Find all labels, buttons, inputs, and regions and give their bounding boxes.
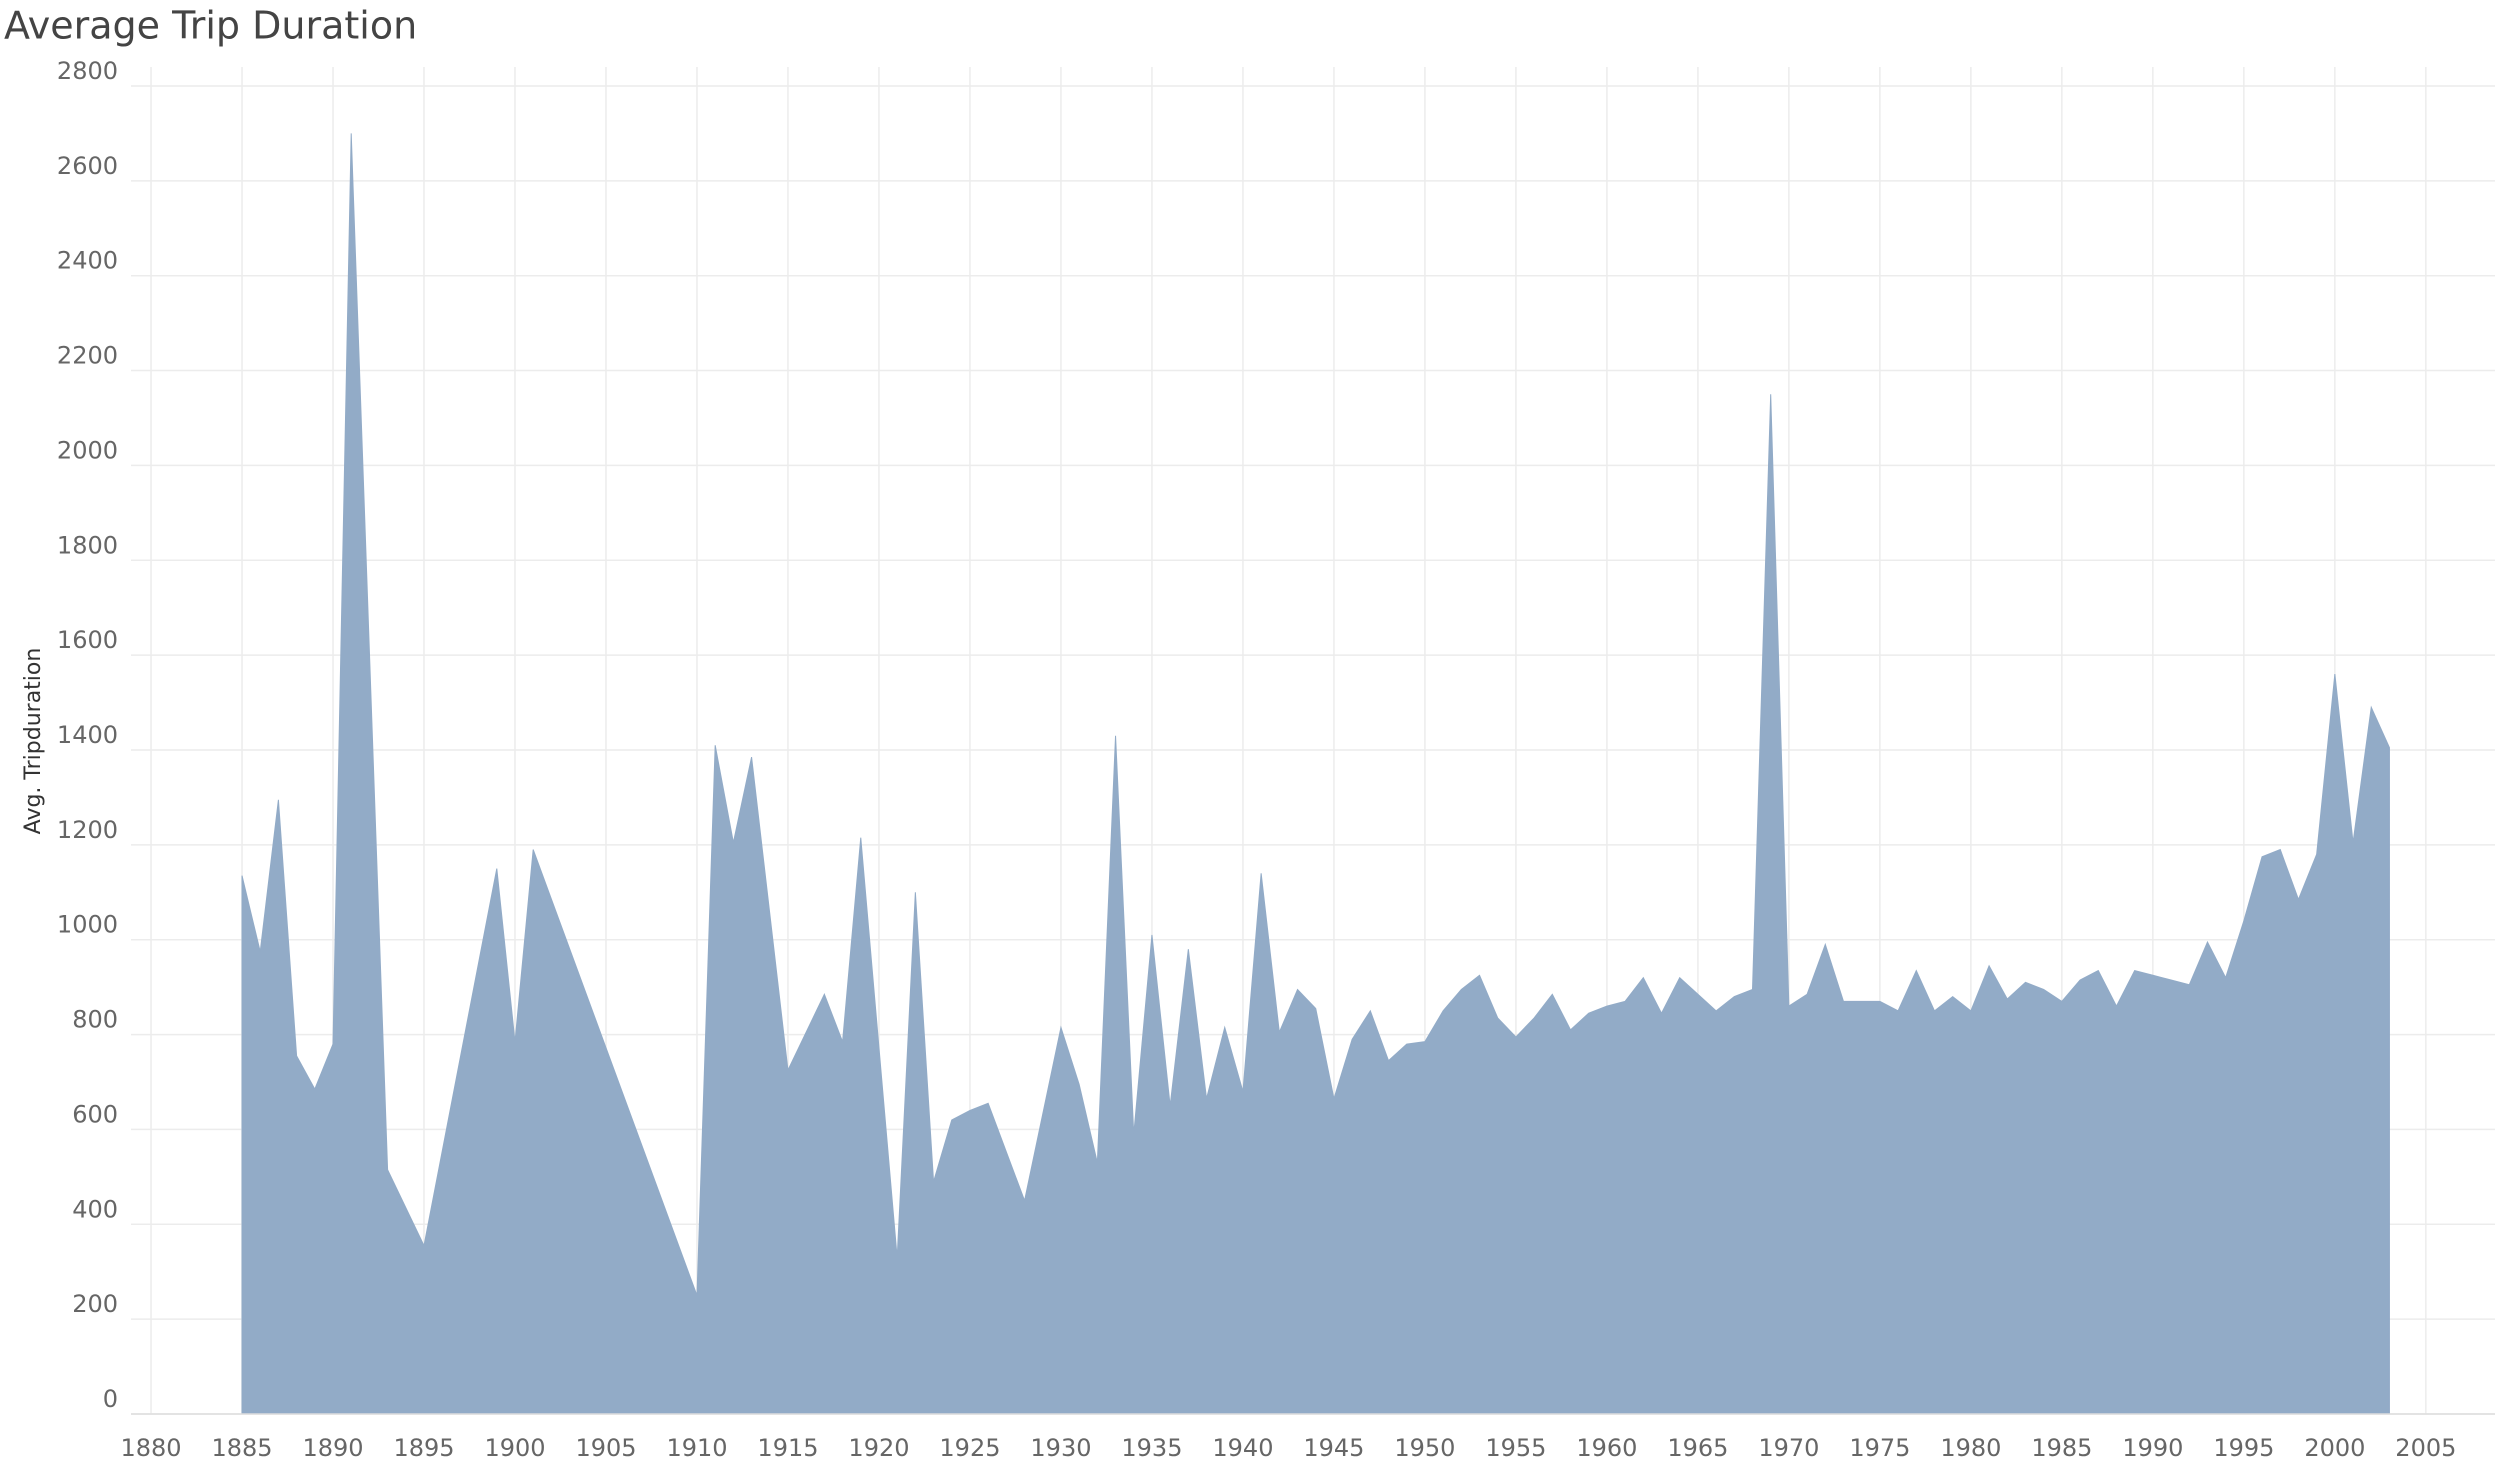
y-tick-label: 1400 [57,721,118,749]
y-tick-label: 2600 [57,152,118,180]
x-tick-label: 1970 [1758,1434,1819,1462]
y-tick-label: 1600 [57,626,118,654]
x-tick-label: 1995 [2213,1434,2274,1462]
x-tick-label: 1905 [575,1434,636,1462]
y-tick-label: 2800 [57,57,118,85]
x-tick-label: 1880 [120,1434,181,1462]
x-tick-label: 1955 [1485,1434,1546,1462]
x-tick-label: 1975 [1849,1434,1910,1462]
y-tick-label: 1800 [57,531,118,559]
x-tick-label: 1915 [757,1434,818,1462]
x-tick-label: 1920 [848,1434,909,1462]
x-tick-label: 1985 [2031,1434,2092,1462]
x-tick-label: 1930 [1030,1434,1091,1462]
y-tick-label: 2200 [57,342,118,370]
y-axis-title: Avg. Tripduration [21,648,46,835]
area [241,133,2390,1415]
x-tick-label: 1935 [1121,1434,1182,1462]
x-tick-label: 2005 [2395,1434,2456,1462]
x-tick-label: 1900 [484,1434,545,1462]
x-tick-label: 1890 [302,1434,363,1462]
x-tick-label: 1960 [1576,1434,1637,1462]
chart-title: Average Trip Duration [4,4,417,48]
y-tick-label: 400 [72,1195,118,1223]
x-tick-label: 1940 [1212,1434,1273,1462]
y-tick-label: 0 [103,1385,118,1413]
x-tick-label: 1950 [1394,1434,1455,1462]
y-tick-label: 200 [72,1290,118,1318]
y-tick-label: 1200 [57,816,118,844]
x-tick-label: 1925 [939,1434,1000,1462]
x-tick-label: 1990 [2122,1434,2183,1462]
x-tick-label: 1965 [1667,1434,1728,1462]
y-tick-label: 600 [72,1100,118,1128]
x-tick-label: 1895 [393,1434,454,1462]
y-tick-label: 2400 [57,247,118,275]
x-tick-label: 1885 [211,1434,272,1462]
y-tick-label: 800 [72,1006,118,1034]
x-tick-label: 2000 [2304,1434,2365,1462]
x-tick-label: 1980 [1940,1434,2001,1462]
x-tick-label: 1945 [1303,1434,1364,1462]
y-tick-label: 1000 [57,911,118,939]
x-tick-label: 1910 [666,1434,727,1462]
y-tick-label: 2000 [57,436,118,464]
